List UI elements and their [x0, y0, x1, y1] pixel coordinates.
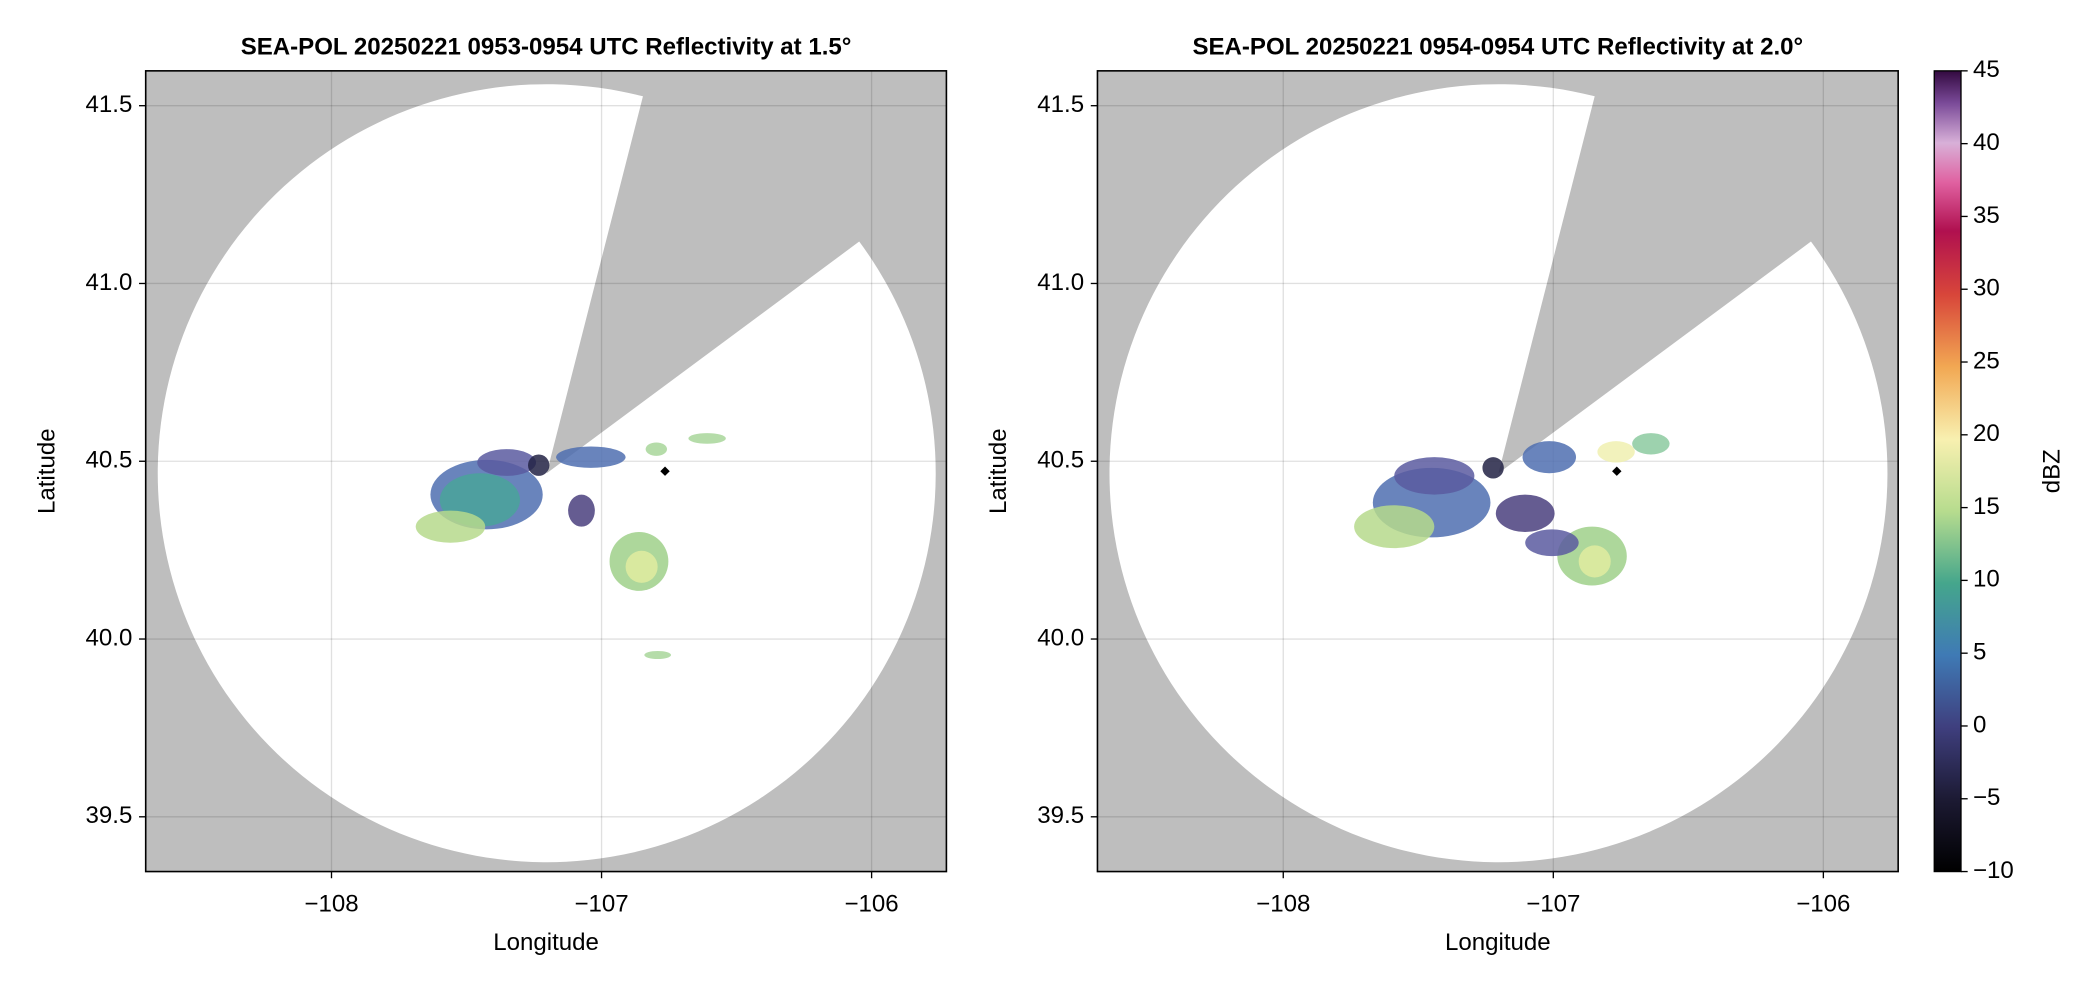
x-axis-label: Longitude	[493, 929, 599, 956]
x-tick-label: −107	[574, 890, 628, 917]
colorbar-tick-label: −10	[1973, 857, 2014, 884]
colorbar-tick-label: 0	[1973, 711, 1986, 738]
x-tick-label: −106	[845, 890, 899, 917]
y-tick-label: 41.5	[86, 91, 133, 118]
echo	[1495, 494, 1555, 533]
y-tick-label: 41.0	[86, 269, 133, 296]
colorbar-tick-label: −5	[1973, 784, 2000, 811]
echo	[1394, 457, 1475, 495]
y-axis-label: Latitude	[985, 428, 1012, 514]
y-axis-label: Latitude	[33, 428, 60, 514]
site-marker	[660, 466, 670, 476]
x-tick-label: −108	[304, 890, 358, 917]
colorbar	[1933, 70, 1962, 873]
x-tick-label: −106	[1796, 890, 1850, 917]
x-tick-label: −107	[1526, 890, 1580, 917]
colorbar-tick-label: 10	[1973, 566, 2000, 593]
colorbar-tick-label: 45	[1973, 56, 2000, 83]
colorbar-label: dBZ	[2039, 449, 2066, 493]
y-tick-label: 41.0	[1037, 269, 1084, 296]
x-tick-label: −108	[1256, 890, 1310, 917]
echo	[568, 494, 595, 527]
colorbar-tick-label: 20	[1973, 420, 2000, 447]
echo	[625, 550, 658, 583]
echo	[1578, 545, 1611, 578]
axes-frame	[1096, 70, 1899, 873]
map-panel	[1097, 70, 1899, 872]
chart-title: SEA-POL 20250221 0954-0954 UTC Reflectiv…	[1192, 33, 1803, 60]
echo	[1525, 529, 1579, 557]
echo	[644, 650, 672, 660]
colorbar-tick-label: 35	[1973, 202, 2000, 229]
echo	[528, 454, 550, 476]
echo	[556, 446, 626, 468]
colorbar-tick-label: 40	[1973, 129, 2000, 156]
chart-title: SEA-POL 20250221 0953-0954 UTC Reflectiv…	[241, 33, 852, 60]
echo	[1522, 441, 1577, 474]
echo	[477, 449, 537, 476]
colorbar-tick-label: 25	[1973, 347, 2000, 374]
colorbar-tick-label: 5	[1973, 639, 1986, 666]
echo	[1482, 457, 1504, 479]
echo	[688, 433, 726, 444]
x-axis-label: Longitude	[1445, 929, 1551, 956]
echo	[645, 442, 668, 456]
y-tick-label: 40.0	[86, 624, 133, 651]
echo	[1632, 433, 1670, 455]
colorbar-tick-label: 30	[1973, 275, 2000, 302]
radar-coverage	[157, 84, 936, 863]
y-tick-label: 39.5	[1037, 802, 1084, 829]
y-tick-label: 39.5	[86, 802, 133, 829]
echo	[1597, 441, 1635, 463]
y-tick-label: 40.5	[1037, 447, 1084, 474]
y-tick-label: 41.5	[1037, 91, 1084, 118]
echo	[415, 510, 486, 543]
map-panel	[145, 70, 947, 872]
y-tick-label: 40.0	[1037, 624, 1084, 651]
echo	[1354, 505, 1435, 549]
y-tick-label: 40.5	[86, 447, 133, 474]
colorbar-tick-label: 15	[1973, 493, 2000, 520]
axes-frame	[144, 70, 948, 873]
